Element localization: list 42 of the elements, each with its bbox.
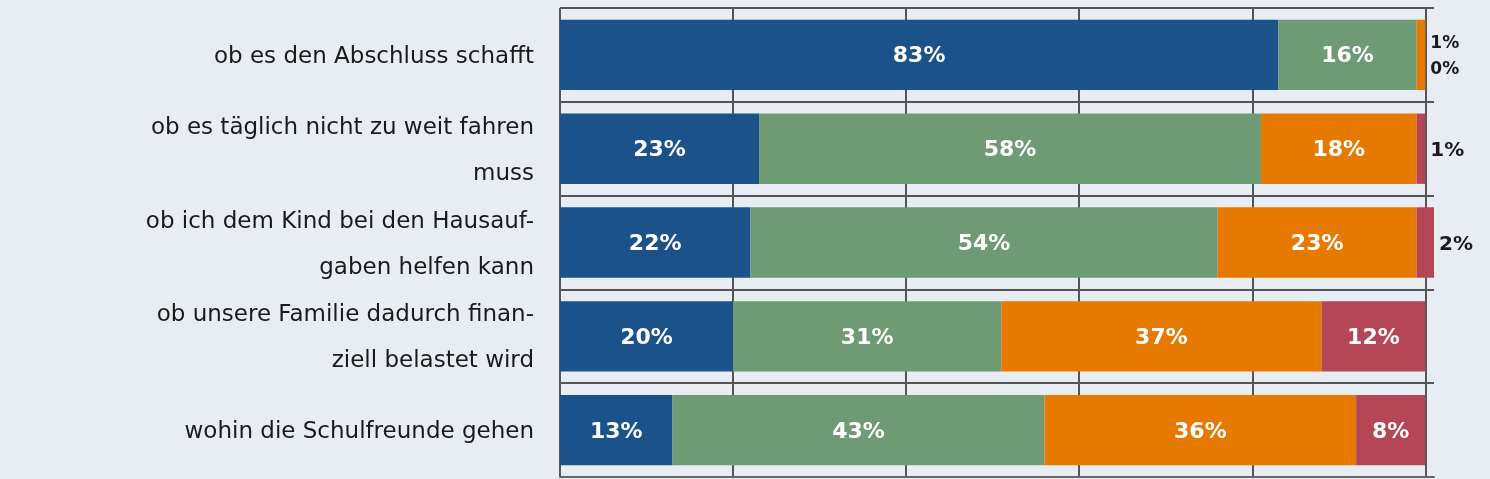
data-label: 8% <box>1372 417 1410 443</box>
bar <box>1260 113 1417 184</box>
data-label: 2% <box>1439 230 1473 255</box>
y-tick-label: ob unsere Familie dadurch finan- ziell belastet wird <box>156 300 534 373</box>
data-label: 13% <box>589 417 643 443</box>
bar <box>1217 207 1417 278</box>
data-label: 12% <box>1347 323 1400 349</box>
bar <box>1321 301 1426 372</box>
data-label: 23% <box>1290 230 1344 255</box>
data-label: 20% <box>620 323 673 349</box>
data-label: 37% <box>1135 323 1188 349</box>
bar <box>1416 207 1434 278</box>
bar <box>759 113 1261 184</box>
bar <box>750 207 1218 278</box>
bar <box>1001 301 1322 372</box>
bar <box>1356 394 1426 466</box>
data-label: 0% <box>1430 57 1460 78</box>
bar <box>560 394 673 466</box>
bar <box>560 301 734 372</box>
data-label: 36% <box>1174 417 1227 443</box>
data-label: 1% <box>1430 136 1465 161</box>
bar <box>560 113 760 184</box>
data-label: 31% <box>840 323 894 349</box>
data-label: 58% <box>983 136 1037 162</box>
data-label: 54% <box>957 230 1011 255</box>
data-label: 22% <box>628 230 682 255</box>
bar <box>1416 19 1426 91</box>
y-tick-label: ob es den Abschluss schafft <box>213 41 534 68</box>
data-label: 23% <box>633 136 686 162</box>
data-label: 16% <box>1321 42 1374 68</box>
bar <box>672 394 1045 466</box>
bar <box>560 19 1279 91</box>
bar <box>1044 394 1357 466</box>
data-label: 83% <box>892 42 946 68</box>
data-label: 43% <box>832 417 885 443</box>
y-tick-label: wohin die Schulfreunde gehen <box>184 417 534 444</box>
bar <box>1416 113 1426 184</box>
data-label: 1% <box>1430 31 1460 52</box>
bar <box>1278 19 1417 91</box>
data-label: 18% <box>1312 136 1366 162</box>
bar <box>733 301 1002 372</box>
bar <box>560 207 751 278</box>
